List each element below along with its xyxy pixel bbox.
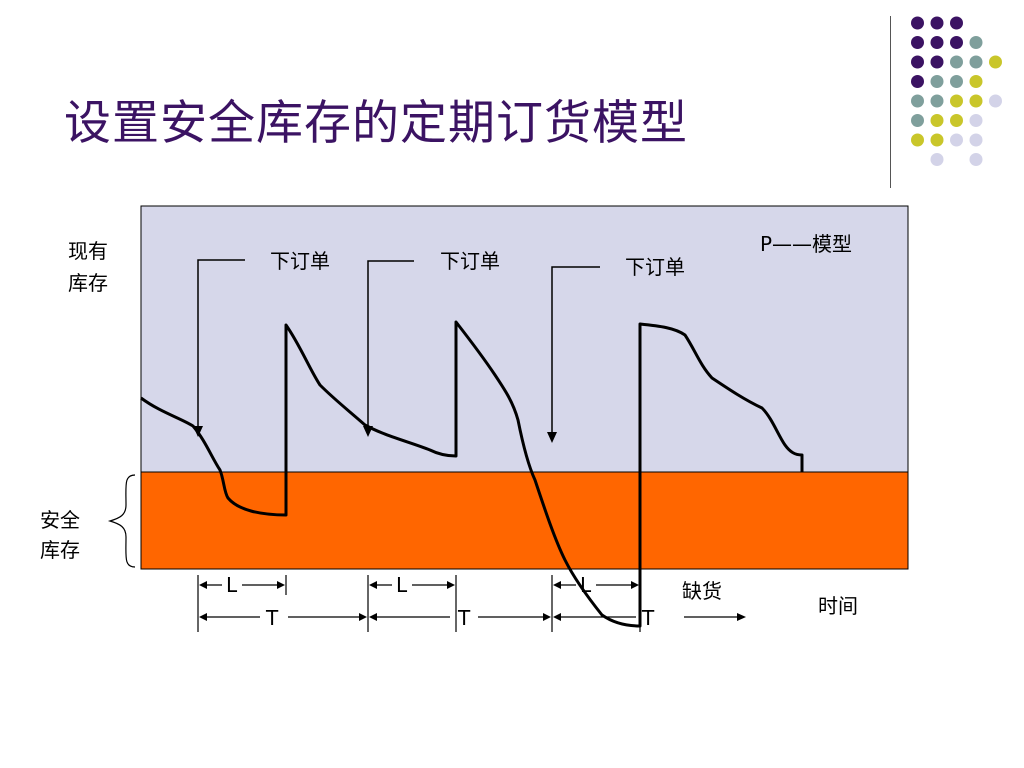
decor-dot — [911, 133, 924, 147]
decor-dot — [950, 114, 963, 127]
decor-dot — [969, 75, 983, 88]
stockout-label: 缺货 — [682, 579, 722, 603]
decor-dot — [969, 133, 983, 147]
decor-divider-line — [890, 16, 891, 188]
order-1-arrowhead — [193, 426, 203, 437]
period-label-1: T — [265, 606, 279, 630]
decor-dot — [950, 94, 963, 108]
decor-dot — [911, 16, 924, 30]
decor-dot — [930, 153, 944, 166]
decor-dot — [969, 153, 983, 166]
decor-dot — [911, 75, 924, 88]
period-label-3: T — [641, 606, 655, 630]
decor-dot — [930, 94, 944, 108]
inventory-curve — [140, 320, 804, 628]
decor-dot — [969, 55, 983, 69]
order-1-leader — [197, 259, 245, 432]
y-axis-label-line1: 现有 — [68, 239, 108, 263]
decor-dot — [930, 36, 944, 49]
decor-dot — [950, 16, 963, 30]
order-3-label: 下订单 — [625, 255, 685, 279]
safety-stock-label-line1: 安全 — [40, 508, 80, 532]
lead-time-label-2: L — [396, 573, 408, 597]
decor-dot — [930, 55, 944, 69]
decor-dot — [969, 94, 983, 108]
decor-dot — [911, 36, 924, 49]
decor-dot — [930, 75, 944, 88]
order-2-leader — [367, 260, 414, 432]
decor-dot-grid — [911, 16, 1002, 166]
decor-dot — [911, 94, 924, 108]
inventory-area — [140, 205, 909, 473]
time-axis-label: 时间 — [818, 594, 858, 618]
slide-title: 设置安全库存的定期订货模型 — [64, 96, 688, 151]
decor-dot — [989, 55, 1002, 69]
decor-dot — [930, 16, 944, 30]
decor-dot — [930, 133, 944, 147]
dimension-arrowheads — [199, 581, 746, 621]
lead-time-label-1: L — [226, 573, 238, 597]
period-label-2: T — [457, 606, 471, 630]
order-1-label: 下订单 — [270, 249, 330, 273]
safety-stock-label-line2: 库存 — [40, 538, 80, 562]
y-axis-label-line2: 库存 — [68, 271, 108, 295]
model-label: P——模型 — [760, 232, 852, 256]
order-2-arrowhead — [363, 426, 373, 437]
lead-time-label-3: L — [580, 573, 592, 597]
decor-dot — [969, 36, 983, 49]
order-3-leader — [551, 266, 600, 438]
safety-stock-area — [140, 471, 909, 570]
decor-dot — [950, 75, 963, 88]
decor-dot — [989, 94, 1002, 108]
decor-dot — [969, 114, 983, 127]
order-2-label: 下订单 — [440, 249, 500, 273]
decor-dot — [950, 36, 963, 49]
decor-dot — [911, 114, 924, 127]
decor-dot — [950, 55, 963, 69]
decor-dot — [911, 55, 924, 69]
safety-stock-brace — [107, 474, 136, 568]
decor-dot — [930, 114, 944, 127]
order-3-arrowhead — [547, 432, 557, 443]
decor-dot — [950, 133, 963, 147]
